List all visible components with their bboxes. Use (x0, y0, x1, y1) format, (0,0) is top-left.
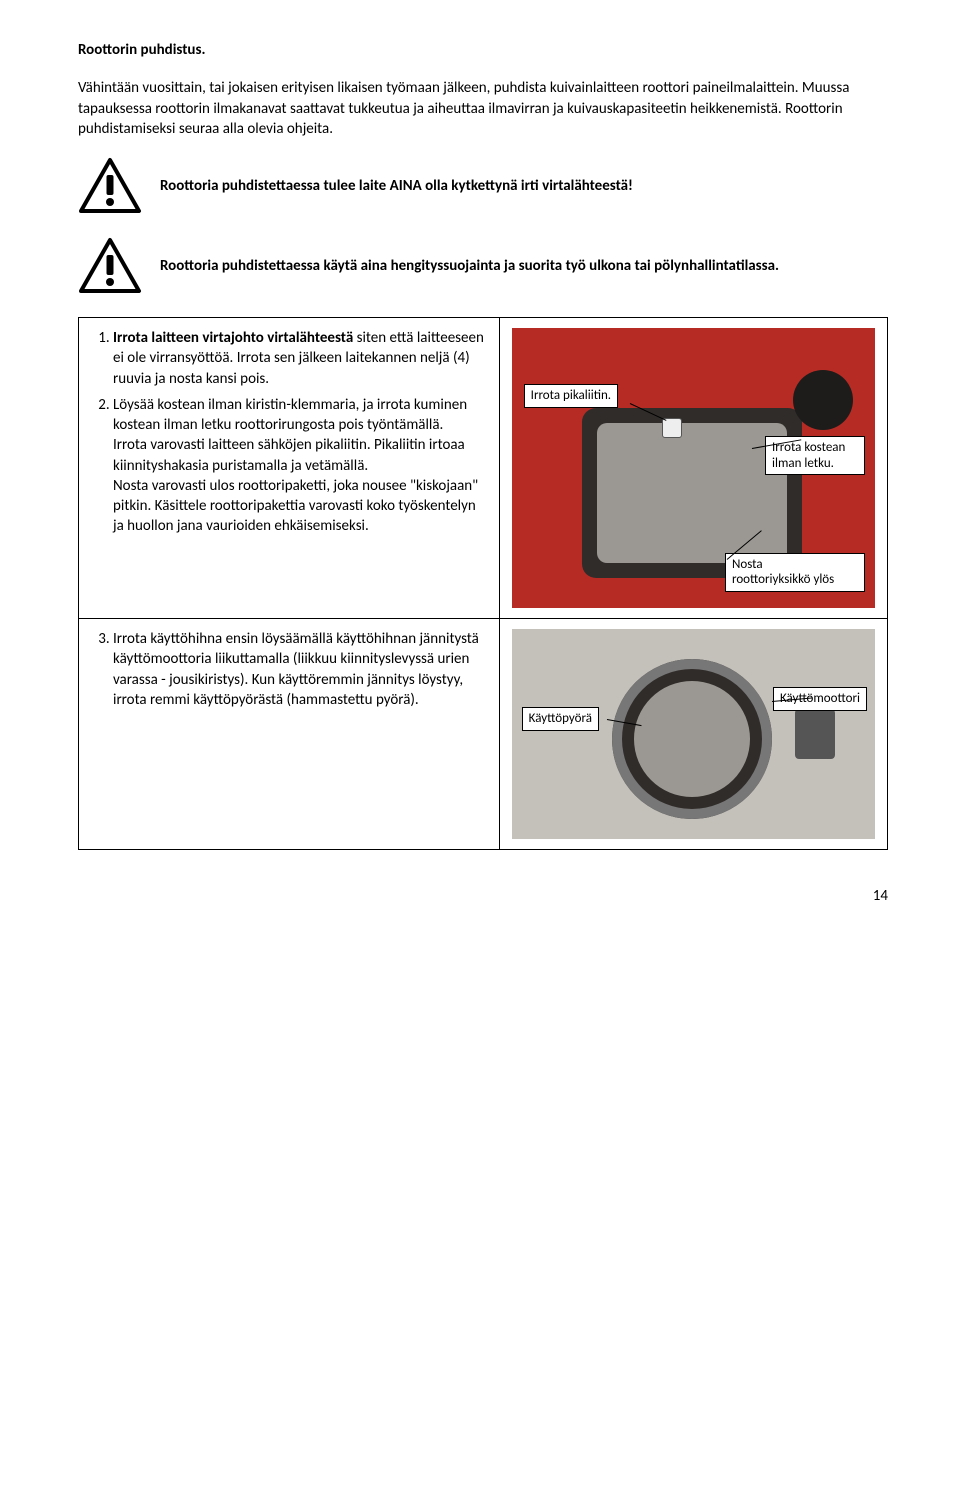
step-2b: Irrota varovasti laitteen sähköjen pikal… (113, 435, 487, 476)
steps-1-2-cell: Irrota laitteen virtajohto virtalähteest… (79, 318, 500, 619)
warning-1: Roottoria puhdistettaessa tulee laite AI… (78, 157, 888, 215)
rotor-photo-2: Käyttöpyörä Käyttömoottori (512, 629, 875, 839)
callout-kayttopyora: Käyttöpyörä (522, 707, 599, 731)
table-row: Irrota laitteen virtajohto virtalähteest… (79, 318, 888, 619)
callout-nosta-line2: roottoriyksikkö ylös (732, 572, 834, 587)
callout-nosta: Nosta roottoriyksikkö ylös (725, 553, 865, 592)
steps-table: Irrota laitteen virtajohto virtalähteest… (78, 317, 888, 850)
step-2: Löysää kostean ilman kiristin-klemmaria,… (113, 395, 487, 537)
image-cell-2: Käyttöpyörä Käyttömoottori (499, 619, 887, 850)
warning-triangle-icon (78, 237, 142, 295)
callout-letku-line2: ilman letku. (772, 456, 834, 471)
warning-2: Roottoria puhdistettaessa käytä aina hen… (78, 237, 888, 295)
page-number: 14 (78, 886, 888, 906)
callout-nosta-line1: Nosta (732, 557, 763, 572)
step-1: Irrota laitteen virtajohto virtalähteest… (113, 328, 487, 389)
warning-1-text: Roottoria puhdistettaessa tulee laite AI… (160, 176, 633, 196)
step-3-cell: Irrota käyttöhihna ensin löysäämällä käy… (79, 619, 500, 850)
step-1-bold: Irrota laitteen virtajohto virtalähteest… (113, 329, 353, 347)
step-2c: Nosta varovasti ulos roottoripaketti, jo… (113, 476, 487, 537)
warning-triangle-icon (78, 157, 142, 215)
image-cell-1: Irrota pikaliitin. Irrota kostean ilman … (499, 318, 887, 619)
step-2a: Löysää kostean ilman kiristin-klemmaria,… (113, 395, 487, 436)
table-row: Irrota käyttöhihna ensin löysäämällä käy… (79, 619, 888, 850)
callout-pikaliitin: Irrota pikaliitin. (524, 384, 618, 408)
warning-2-text: Roottoria puhdistettaessa käytä aina hen… (160, 256, 779, 276)
intro-paragraph: Vähintään vuosittain, tai jokaisen erity… (78, 78, 888, 139)
step-3: Irrota käyttöhihna ensin löysäämällä käy… (113, 629, 487, 710)
callout-letku: Irrota kostean ilman letku. (765, 436, 865, 475)
step-3-text: Irrota käyttöhihna ensin löysäämällä käy… (113, 630, 479, 709)
page-title: Roottorin puhdistus. (78, 40, 888, 60)
rotor-photo-1: Irrota pikaliitin. Irrota kostean ilman … (512, 328, 875, 608)
